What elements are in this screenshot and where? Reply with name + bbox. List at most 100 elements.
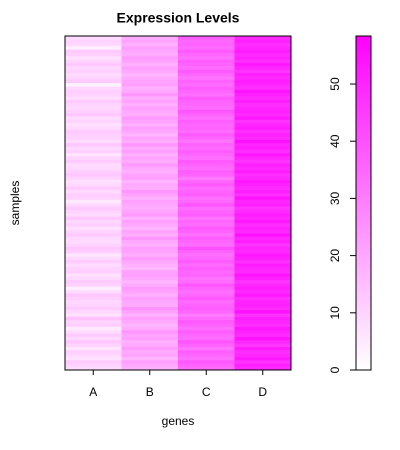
heatmap-cell: [121, 142, 179, 147]
heatmap-cell: [65, 246, 122, 251]
x-tick-label: C: [202, 385, 211, 399]
heatmap-cell: [234, 149, 292, 154]
heatmap-cell: [178, 283, 235, 287]
heatmap-cell: [178, 56, 235, 60]
heatmap-cell: [121, 259, 179, 264]
heatmap-cell: [178, 109, 235, 114]
heatmap-cell: [65, 92, 122, 97]
heatmap-cell: [65, 176, 122, 180]
heatmap-cell: [65, 149, 122, 154]
heatmap-cell: [178, 116, 235, 120]
heatmap-cell: [121, 116, 179, 120]
heatmap-cell: [178, 159, 235, 164]
heatmap-cell: [121, 203, 179, 207]
heatmap-cell: [234, 359, 292, 364]
heatmap-cell: [178, 186, 235, 190]
heatmap-cell: [121, 166, 179, 170]
heatmap-cell: [234, 249, 292, 254]
heatmap-cell: [234, 259, 292, 264]
heatmap-cell: [178, 273, 235, 277]
heatmap-cell: [178, 119, 235, 124]
heatmap-cell: [234, 289, 292, 294]
heatmap-cell: [121, 159, 179, 164]
heatmap-cell: [65, 233, 122, 237]
heatmap-cell: [178, 216, 235, 220]
heatmap-cell: [178, 122, 235, 127]
heatmap-cell: [65, 66, 122, 70]
heatmap-cell: [121, 146, 179, 150]
heatmap-cell: [65, 269, 122, 274]
heatmap-cell: [65, 109, 122, 114]
heatmap-cell: [234, 156, 292, 160]
heatmap-cell: [178, 239, 235, 244]
heatmap-cell: [121, 333, 179, 337]
heatmap-cell: [234, 213, 292, 217]
heatmap-cell: [178, 166, 235, 170]
heatmap-cell: [121, 229, 179, 234]
heatmap-cell: [65, 299, 122, 304]
heatmap-cell: [121, 206, 179, 210]
heatmap-cell: [234, 132, 292, 137]
heatmap-cell: [65, 129, 122, 134]
heatmap-cell: [234, 219, 292, 224]
heatmap-cell: [178, 169, 235, 174]
heatmap-cell: [121, 319, 179, 324]
y-axis-label: samples: [8, 181, 22, 226]
colorbar-tick-label: 40: [328, 134, 342, 148]
heatmap-cell: [234, 136, 292, 140]
heatmap-cell: [65, 99, 122, 104]
heatmap-cell: [178, 182, 235, 187]
heatmap-cell: [178, 162, 235, 167]
heatmap-cell: [234, 203, 292, 207]
heatmap-cell: [234, 346, 292, 351]
colorbar-tick-label: 30: [328, 191, 342, 205]
heatmap-cell: [65, 326, 122, 331]
heatmap-cell: [121, 66, 179, 70]
heatmap-cell: [121, 89, 179, 94]
heatmap-cell: [234, 329, 292, 334]
heatmap-cell: [178, 219, 235, 224]
heatmap-cell: [234, 192, 292, 197]
heatmap-cell: [234, 253, 292, 257]
heatmap-cell: [234, 142, 292, 147]
plot-frame: [64, 35, 292, 371]
heatmap-cell: [65, 313, 122, 317]
heatmap-cell: [178, 359, 235, 364]
heatmap-cell: [65, 296, 122, 301]
heatmap-cell: [121, 92, 179, 97]
heatmap-cell: [234, 129, 292, 134]
heatmap-cell: [121, 256, 179, 261]
heatmap-cell: [234, 52, 292, 57]
heatmap-cell: [65, 122, 122, 127]
heatmap-cell: [65, 349, 122, 354]
heatmap-cell: [234, 286, 292, 291]
x-axis-label: genes: [162, 414, 195, 428]
heatmap-cell: [121, 356, 179, 361]
heatmap-cell: [178, 59, 235, 64]
heatmap-cell: [65, 39, 122, 43]
heatmap-cell: [178, 102, 235, 107]
heatmap-cell: [178, 36, 235, 40]
heatmap-cell: [178, 323, 235, 327]
heatmap-cell: [234, 89, 292, 94]
x-tick-label: D: [258, 385, 267, 399]
heatmap-cell: [234, 166, 292, 170]
heatmap-cell: [65, 216, 122, 220]
heatmap-cell: [234, 269, 292, 274]
heatmap-cell: [121, 296, 179, 301]
heatmap-cell: [65, 82, 122, 87]
heatmap: [65, 36, 292, 371]
heatmap-cell: [121, 172, 179, 177]
heatmap-cell: [121, 209, 179, 214]
heatmap-cell: [121, 246, 179, 251]
heatmap-cell: [234, 303, 292, 307]
heatmap-cell: [65, 192, 122, 197]
heatmap-cell: [234, 152, 292, 157]
heatmap-cell: [65, 199, 122, 204]
heatmap-cell: [65, 256, 122, 261]
heatmap-cell: [234, 62, 292, 67]
heatmap-cell: [121, 69, 179, 74]
heatmap-cell: [178, 339, 235, 344]
heatmap-cell: [234, 246, 292, 251]
